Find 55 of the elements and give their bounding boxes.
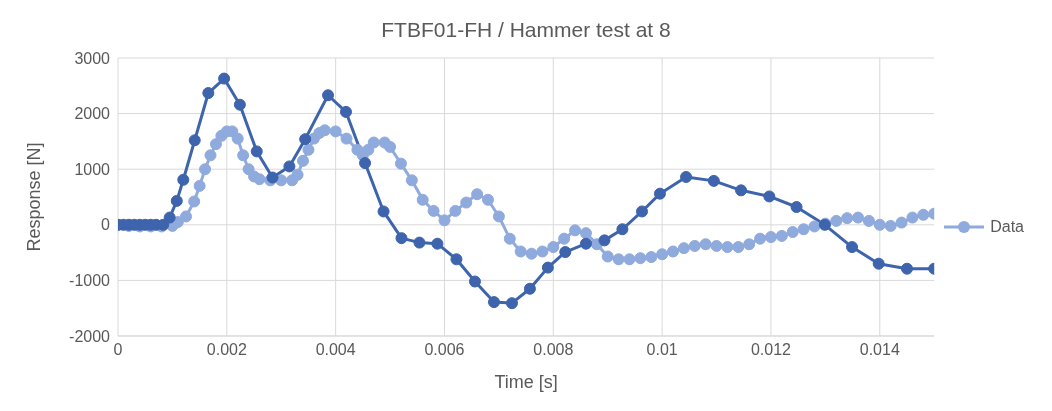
point [450,253,463,266]
x-tick-label: 0.01 [646,341,678,359]
x-tick-label: 0.004 [315,341,356,359]
point [468,275,481,288]
point [523,282,536,295]
point [653,187,666,200]
point [177,173,190,186]
y-tick-label: 3000 [74,49,111,67]
point [431,237,444,250]
point [359,157,372,170]
point [680,170,693,183]
point [636,205,648,218]
y-axis-title: Response [N] [24,142,45,252]
point [202,87,215,100]
x-tick-label: 0.014 [859,341,900,359]
point [339,105,352,118]
point [790,201,803,214]
point [559,246,572,259]
x-tick-label: 0.012 [750,341,792,359]
legend-label: Data [990,218,1024,236]
y-tick-label: 2000 [74,105,111,123]
point [763,190,776,203]
point [505,297,518,310]
x-tick-label: 0.006 [424,341,465,359]
point [299,133,312,146]
point [488,296,500,309]
point [707,174,720,187]
point [283,160,296,173]
x-tick-label: 0 [113,341,123,359]
point [218,72,231,85]
point [735,184,748,197]
point [250,145,263,158]
chart-title: FTBF01-FH / Hammer test at 8 [381,18,671,41]
point [188,134,201,147]
point [846,241,859,254]
y-tick-label: 0 [101,216,111,234]
x-axis-title: Time [s] [494,372,558,392]
point [598,234,611,247]
point [901,262,913,275]
point [616,223,629,236]
point [395,232,408,245]
point [541,261,554,274]
x-tick-label: 0.008 [533,341,574,359]
x-tick-label: 0.002 [206,341,247,359]
point [872,257,885,270]
point [163,211,176,224]
point [322,89,335,102]
point [579,237,592,250]
point [233,98,246,111]
y-tick-label: -1000 [69,272,111,290]
y-tick-label: 1000 [74,160,111,178]
y-tick-label: -2000 [69,327,111,345]
point [413,236,426,249]
point [377,205,390,218]
point [170,194,183,207]
